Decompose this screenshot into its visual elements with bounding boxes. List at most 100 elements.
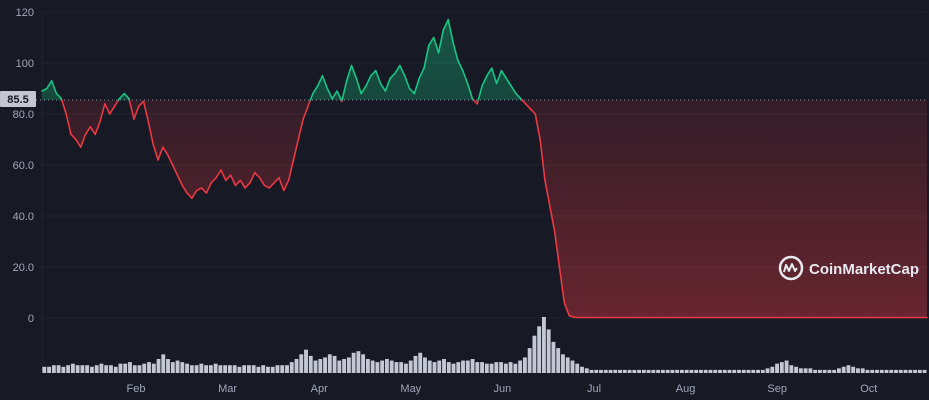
volume-bar	[665, 369, 670, 373]
price-segment	[534, 113, 541, 141]
price-segment	[166, 154, 174, 166]
price-segment	[176, 174, 184, 187]
volume-bar	[308, 355, 313, 373]
volume-bar	[537, 326, 542, 373]
volume-bar	[513, 363, 518, 373]
volume-bar	[803, 368, 808, 373]
price-segment	[244, 182, 251, 189]
price-segment	[370, 69, 377, 77]
price-segment	[283, 179, 290, 192]
volume-bar	[527, 348, 532, 373]
volume-bar	[170, 362, 175, 373]
price-segment	[447, 18, 454, 44]
price-segment	[142, 100, 150, 123]
volume-bar	[503, 363, 508, 373]
price-segment	[360, 85, 367, 95]
x-tick-label: Jun	[494, 383, 512, 395]
volume-bar	[109, 365, 113, 373]
price-segment	[224, 174, 232, 182]
price-segment	[152, 143, 159, 161]
volume-bar	[813, 369, 818, 373]
volume-bar	[770, 366, 775, 373]
price-segment	[220, 169, 227, 182]
y-tick-label: 80.0	[13, 109, 34, 121]
price-segment	[466, 82, 474, 100]
volume-bar	[418, 352, 423, 373]
price-segment	[515, 92, 522, 100]
volume-bar	[627, 369, 632, 373]
price-segment	[84, 125, 92, 136]
area-fills	[42, 19, 927, 318]
price-segment	[147, 120, 155, 146]
volume-bar	[584, 368, 589, 373]
price-segment	[524, 103, 532, 110]
volume-bar	[779, 362, 784, 373]
volume-bar	[342, 359, 347, 373]
volume-bar	[123, 363, 128, 373]
volume-bar	[299, 354, 304, 373]
price-segment	[263, 184, 271, 189]
volume-bar	[594, 369, 599, 373]
volume-bar	[51, 365, 56, 373]
price-segment	[157, 146, 164, 161]
volume-bar	[256, 366, 261, 373]
volume-bar	[194, 365, 199, 373]
volume-bar	[361, 354, 366, 373]
volume-bar	[375, 362, 380, 373]
volume-bar	[542, 317, 546, 373]
volume-bar	[708, 369, 713, 373]
volume-bar	[903, 369, 908, 373]
volume-bar	[917, 369, 922, 373]
price-segment	[500, 69, 508, 80]
price-segment	[41, 87, 48, 92]
price-segment	[539, 138, 546, 182]
volume-bar	[894, 369, 898, 373]
volume-bar	[185, 363, 189, 373]
volume-bar	[85, 365, 90, 373]
volume-bar	[247, 365, 251, 373]
price-segment	[205, 182, 213, 194]
volume-bar	[132, 365, 137, 373]
volume-bar	[56, 365, 61, 373]
price-segment	[486, 67, 493, 77]
volume-bar	[570, 360, 575, 373]
price-segment	[79, 133, 87, 148]
volume-bar	[637, 369, 642, 373]
volume-bar	[718, 369, 722, 373]
price-segment	[99, 103, 106, 123]
volume-bar	[670, 369, 675, 373]
price-segment	[65, 113, 72, 136]
volume-bar	[437, 360, 442, 373]
volume-bar	[261, 365, 266, 373]
volume-bar	[632, 369, 637, 373]
y-tick-label: 60.0	[13, 160, 34, 172]
price-segment	[104, 103, 111, 115]
volume-bar	[875, 369, 879, 373]
volume-bar	[413, 355, 418, 373]
x-tick-label: May	[400, 383, 421, 395]
volume-bar	[699, 369, 703, 373]
x-tick-label: Sep	[767, 383, 787, 395]
volume-bar	[294, 359, 299, 373]
volume-bar	[199, 363, 204, 373]
volume-bar	[137, 365, 142, 373]
price-segment	[413, 77, 421, 95]
volume-bar	[703, 369, 708, 373]
volume-bar	[518, 360, 523, 373]
volume-bar	[208, 365, 213, 373]
price-segment	[234, 179, 242, 187]
volume-bar	[884, 369, 889, 373]
volume-bar	[775, 363, 779, 373]
volume-bar	[389, 360, 394, 373]
volume-bar	[323, 357, 327, 373]
volume-bar	[394, 362, 399, 373]
price-segment	[437, 29, 445, 54]
volume-bar	[94, 365, 99, 373]
volume-bar	[213, 363, 218, 373]
volume-bar	[332, 355, 337, 373]
volume-bar	[522, 357, 527, 373]
y-tick-label: 0	[28, 313, 34, 325]
volume-bar	[879, 369, 884, 373]
volume-bar	[204, 365, 209, 373]
